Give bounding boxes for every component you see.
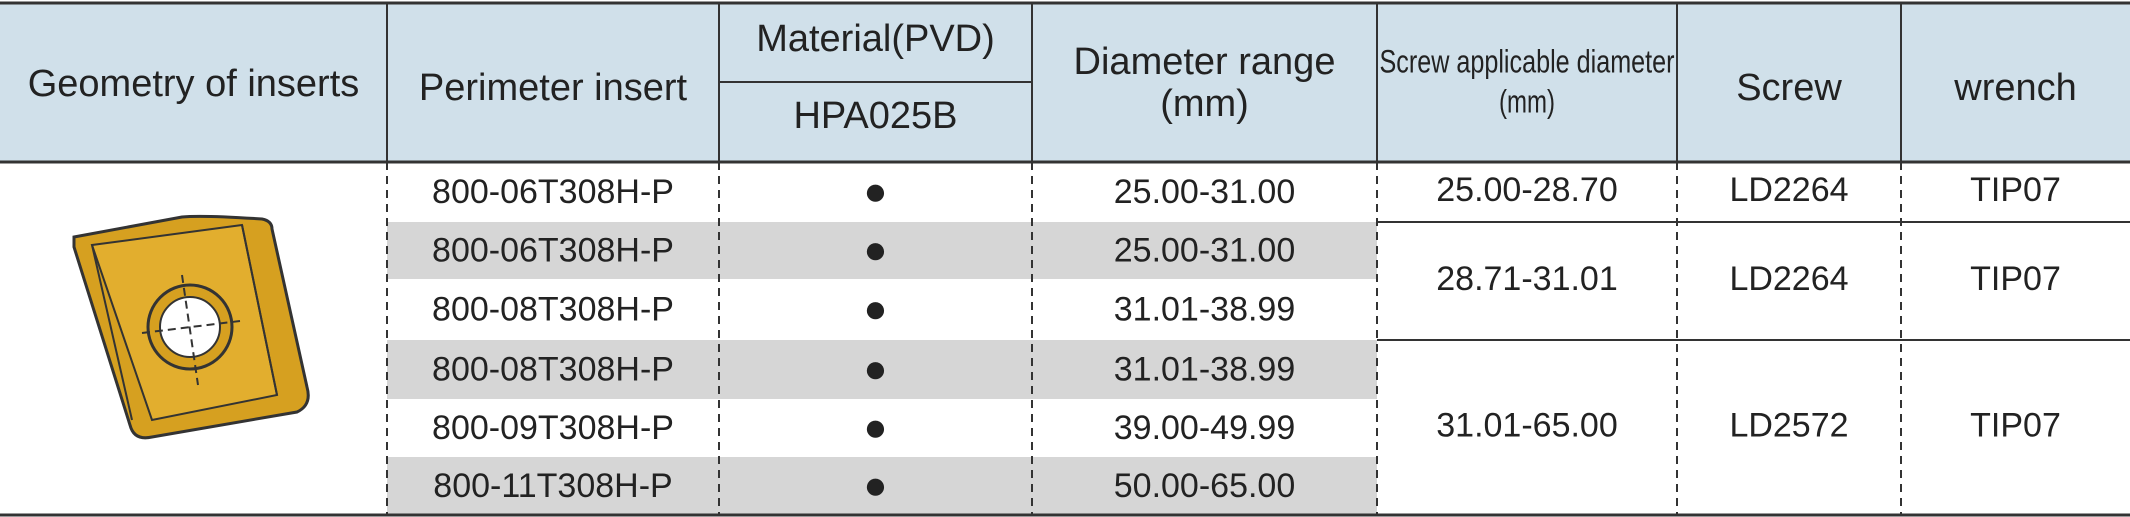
insert-image xyxy=(72,214,310,440)
screw: LD2572 xyxy=(1729,406,1848,444)
insert-code: 800-06T308H-P xyxy=(432,231,674,269)
material-dot: ● xyxy=(863,228,887,272)
screw-diameter: 28.71-31.01 xyxy=(1436,260,1618,298)
header-cell: (mm) xyxy=(1160,83,1249,125)
wrench: TIP07 xyxy=(1970,260,2061,298)
row-shade xyxy=(387,457,1377,515)
header-bg xyxy=(0,3,2130,162)
header-cell: Geometry of inserts xyxy=(28,63,360,105)
header-cell: (mm) xyxy=(1499,83,1555,119)
header-cell: Perimeter insert xyxy=(419,67,688,109)
material-dot: ● xyxy=(863,347,887,391)
screw-diameter: 25.00-28.70 xyxy=(1436,171,1618,209)
diameter-range: 25.00-31.00 xyxy=(1114,173,1296,211)
insert-code: 800-09T308H-P xyxy=(432,409,674,447)
screw: LD2264 xyxy=(1729,260,1848,298)
diameter-range: 50.00-65.00 xyxy=(1114,467,1296,505)
diameter-range: 31.01-38.99 xyxy=(1114,350,1296,388)
wrench: TIP07 xyxy=(1970,171,2061,209)
diameter-range: 39.00-49.99 xyxy=(1114,409,1296,447)
row-shade xyxy=(387,340,1377,399)
material-dot: ● xyxy=(863,170,887,214)
diameter-range: 25.00-31.00 xyxy=(1114,231,1296,269)
diameter-range: 31.01-38.99 xyxy=(1114,290,1296,328)
insert-code: 800-06T308H-P xyxy=(432,173,674,211)
insert-code: 800-08T308H-P xyxy=(432,290,674,328)
header-cell: Material(PVD) xyxy=(756,18,995,60)
header-cell: Screw xyxy=(1736,67,1842,109)
header-cell: wrench xyxy=(1953,67,2077,109)
material-dot: ● xyxy=(863,464,887,508)
screw: LD2264 xyxy=(1729,171,1848,209)
header-cell: Diameter range xyxy=(1074,41,1336,83)
material-dot: ● xyxy=(863,406,887,450)
material-dot: ● xyxy=(863,287,887,331)
insert-code: 800-11T308H-P xyxy=(433,467,672,505)
row-shade xyxy=(387,222,1377,279)
header-cell: Screw applicable diameter xyxy=(1380,43,1675,79)
wrench: TIP07 xyxy=(1970,406,2061,444)
screw-diameter: 31.01-65.00 xyxy=(1436,406,1618,444)
header-cell: HPA025B xyxy=(793,95,957,137)
insert-code: 800-08T308H-P xyxy=(432,350,674,388)
